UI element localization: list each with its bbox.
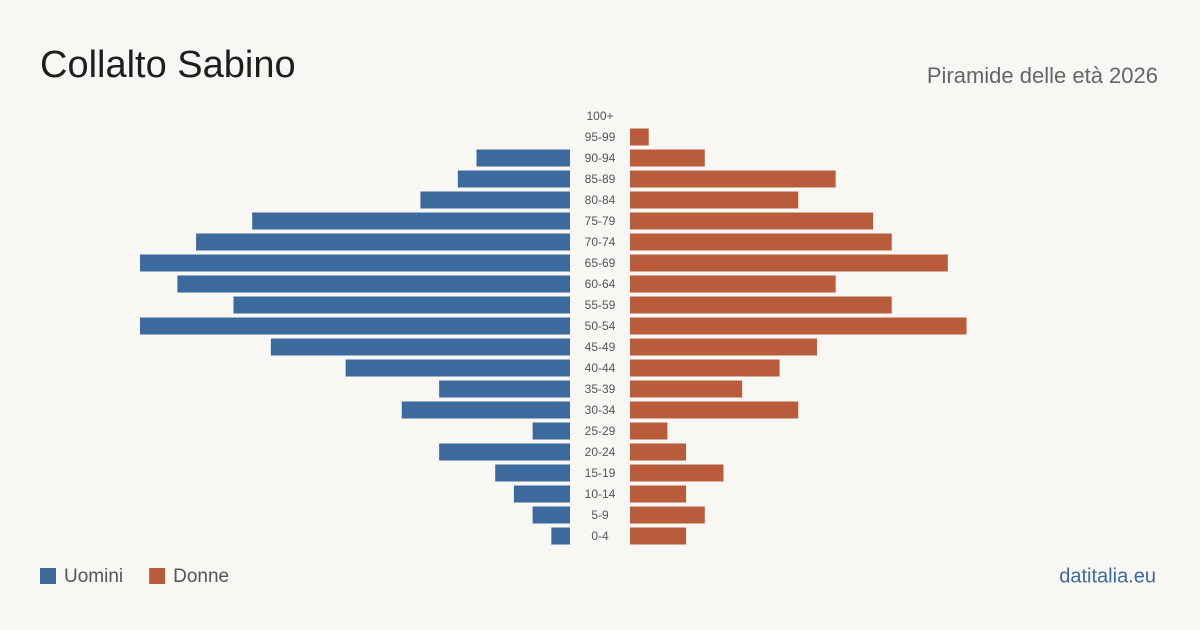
bar (495, 464, 570, 482)
age-label: 55-59 (585, 298, 616, 312)
bar (439, 380, 570, 398)
bar (532, 506, 570, 524)
chart-subtitle: Piramide delle età 2026 (927, 63, 1158, 88)
bar (551, 527, 570, 545)
age-label: 45-49 (585, 340, 616, 354)
bar (140, 317, 570, 335)
bar (630, 401, 799, 419)
bar (630, 485, 687, 503)
bar (630, 149, 705, 167)
bar (630, 128, 649, 146)
bar (630, 527, 687, 545)
age-label: 15-19 (585, 466, 616, 480)
bar (630, 254, 948, 272)
bar (401, 401, 570, 419)
bar (177, 275, 571, 293)
age-label: 10-14 (585, 487, 616, 501)
bar (630, 275, 836, 293)
age-label: 65-69 (585, 256, 616, 270)
bar (439, 443, 570, 461)
bar (630, 191, 799, 209)
bar (532, 422, 570, 440)
age-label: 30-34 (585, 403, 616, 417)
age-label: 20-24 (585, 445, 616, 459)
legend-label: Donne (173, 566, 229, 587)
age-label: 40-44 (585, 361, 616, 375)
bar (630, 170, 836, 188)
bar (630, 464, 724, 482)
age-label: 85-89 (585, 172, 616, 186)
bar (630, 443, 687, 461)
age-label: 90-94 (585, 151, 616, 165)
age-label: 95-99 (585, 130, 616, 144)
age-label: 80-84 (585, 193, 616, 207)
bar (630, 233, 892, 251)
bar (630, 338, 817, 356)
age-label: 100+ (586, 109, 613, 123)
bar (140, 254, 570, 272)
bar (630, 380, 743, 398)
bar (630, 506, 705, 524)
bar (513, 485, 570, 503)
bar (630, 317, 967, 335)
bar (630, 296, 892, 314)
age-label: 35-39 (585, 382, 616, 396)
age-label: 5-9 (591, 508, 609, 522)
bar (196, 233, 570, 251)
legend-swatch (40, 568, 56, 584)
bar (630, 359, 780, 377)
bar (630, 422, 668, 440)
bar (345, 359, 570, 377)
bar (476, 149, 570, 167)
bar (233, 296, 570, 314)
bar (630, 212, 874, 230)
bar (252, 212, 570, 230)
bar (420, 191, 570, 209)
bar (457, 170, 570, 188)
age-label: 50-54 (585, 319, 616, 333)
source: datitalia.eu (1059, 565, 1156, 587)
age-label: 70-74 (585, 235, 616, 249)
age-label: 60-64 (585, 277, 616, 291)
legend-label: Uomini (64, 566, 123, 587)
bar (270, 338, 570, 356)
age-label: 75-79 (585, 214, 616, 228)
age-label: 0-4 (591, 529, 609, 543)
chart-title: Collalto Sabino (40, 44, 296, 86)
legend-swatch (149, 568, 166, 584)
age-label: 25-29 (585, 424, 616, 438)
